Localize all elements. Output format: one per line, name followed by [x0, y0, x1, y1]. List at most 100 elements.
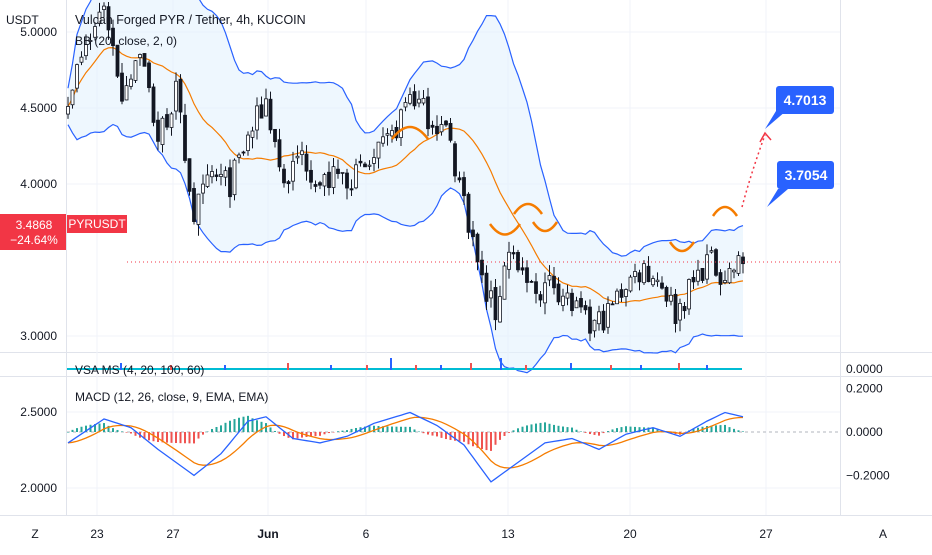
macd-histogram-bar: [301, 432, 303, 438]
candle-body: [66, 106, 70, 115]
macd-histogram-bar: [202, 432, 204, 435]
price-axis[interactable]: 6.00005.50005.00004.50004.00003.00002.50…: [20, 0, 57, 495]
callout-target-low[interactable]: 3.7054: [767, 161, 834, 207]
candle-body: [718, 272, 723, 285]
pattern-arc: [668, 241, 696, 253]
candle-body: [178, 78, 183, 113]
candle-body: [358, 160, 363, 164]
zoom-button-bg[interactable]: [20, 522, 50, 546]
auto-scale-left-button[interactable]: Z: [20, 522, 50, 546]
macd-histogram-bar: [134, 432, 137, 436]
time-tick-label: 23: [90, 527, 104, 541]
candle-body: [147, 62, 151, 89]
candle-body: [597, 311, 601, 325]
annotations: [127, 125, 840, 263]
macd-histogram-bar: [112, 428, 114, 432]
macd-histogram-bar: [296, 432, 299, 439]
candle-body: [367, 164, 372, 167]
vsa-bar: [525, 365, 527, 370]
candle-body: [723, 280, 727, 284]
candle-body: [480, 259, 484, 276]
candle-body: [241, 151, 246, 154]
macd-axis[interactable]: 0.2000 0.0000 −0.2000: [846, 382, 890, 483]
candle-body: [633, 271, 637, 277]
candle-body: [664, 286, 669, 302]
macd-histogram-bar: [197, 432, 200, 439]
candle-body: [615, 290, 619, 305]
vsa-bar: [224, 365, 226, 370]
candle-body: [619, 289, 624, 298]
candle-body: [484, 272, 489, 302]
auto-button-bg[interactable]: [868, 522, 898, 546]
price-tick-label: 4.0000: [20, 177, 57, 191]
vsa-bar: [440, 365, 442, 370]
candle-body: [687, 279, 691, 310]
macd-histogram-bar: [692, 428, 695, 432]
macd-histogram-bar: [130, 432, 132, 434]
time-tick-label: 6: [363, 527, 370, 541]
macd-histogram-bar: [562, 426, 564, 432]
callout-target-high[interactable]: 4.7013: [765, 86, 834, 129]
candle-body: [300, 150, 304, 155]
candle-body: [196, 193, 201, 225]
macd-histogram-bar: [737, 430, 740, 432]
candle-body: [205, 174, 210, 187]
time-tick-label: Jun: [257, 527, 278, 541]
macd-histogram-bar: [620, 427, 623, 432]
candle-body: [628, 276, 633, 292]
time-tick-label: 13: [501, 527, 515, 541]
candle-body: [318, 182, 322, 186]
candle-body: [93, 26, 97, 38]
macd-histogram-bar: [260, 421, 263, 432]
macd-histogram-bar: [400, 426, 402, 432]
macd-histogram-bar: [436, 432, 438, 437]
candle-body: [340, 171, 345, 174]
macd-histogram-bar: [571, 427, 573, 432]
macd-histogram-bar: [742, 431, 744, 432]
price-tick-label: 2.0000: [20, 481, 57, 495]
candle-body: [327, 171, 331, 188]
candle-body: [579, 298, 583, 308]
macd-histogram-bar: [584, 432, 587, 433]
macd-histogram-bar: [593, 432, 596, 435]
symbol-badge-bg: [67, 215, 127, 233]
auto-scale-right-button[interactable]: A: [868, 522, 898, 546]
macd-histogram-bar: [382, 426, 384, 432]
macd-histogram-bar: [265, 423, 267, 432]
macd-histogram-bar: [566, 427, 569, 432]
macd-histogram-bar: [193, 432, 195, 444]
macd-histogram-bar: [476, 432, 479, 448]
macd-histogram-bar: [728, 427, 731, 432]
candle-body: [529, 280, 534, 283]
vsa-bar: [170, 365, 172, 370]
macd-histogram-bar: [224, 422, 227, 432]
price-change-percent: −24.64%: [10, 233, 58, 247]
macd-histogram-bar: [629, 426, 632, 432]
bb-legend: BB (20, close, 2, 0): [75, 34, 177, 48]
macd-histogram-bar: [706, 425, 708, 432]
candle-body: [583, 305, 588, 311]
candle-body: [372, 157, 376, 164]
candles: [66, 1, 745, 342]
candle-body: [700, 268, 705, 281]
candle-body: [336, 168, 340, 174]
macd-histogram-bar: [715, 425, 717, 432]
candle-body: [678, 303, 682, 321]
candle-body: [498, 296, 502, 323]
time-axis[interactable]: 23 27 Jun 6 13 20 27: [90, 527, 773, 541]
vsa-bar: [120, 363, 122, 370]
vsa-bar: [330, 365, 332, 370]
macd-histogram-bar: [215, 426, 218, 432]
callout-box: [776, 86, 834, 114]
macd-histogram-bar: [98, 423, 101, 432]
candle-body: [669, 294, 673, 302]
candle-body: [507, 251, 511, 270]
macd-histogram-bar: [247, 415, 249, 432]
candle-body: [520, 267, 525, 271]
candle-body: [201, 183, 205, 194]
macd-histogram-bar: [611, 429, 614, 432]
candle-body: [124, 85, 129, 101]
macd-histogram-bar: [125, 432, 128, 433]
candle-body: [345, 172, 349, 189]
